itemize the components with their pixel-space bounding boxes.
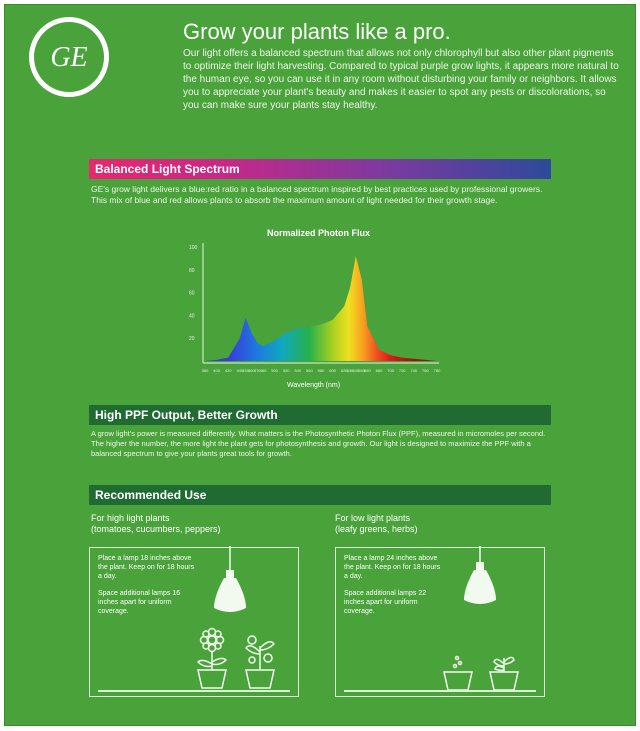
x-tick-label: 640 [352,368,359,373]
x-tick-label: 700 [387,368,394,373]
floor-line [98,690,290,692]
x-tick-label: 760 [422,368,429,373]
high-light-instructions: Place a lamp 18 inches above the plant. … [98,554,198,624]
x-tick-label: 720 [399,368,406,373]
x-tick-label: 520 [283,368,290,373]
low-light-instructions: Place a lamp 24 inches above the plant. … [344,554,444,624]
x-tick-label: 450 [242,368,249,373]
low-light-heading: For low light plants (leafy greens, herb… [335,513,418,535]
x-tick-label: 630 [347,368,354,373]
floor-line [344,690,536,692]
herb-pot-icon [489,656,519,691]
x-tick-label: 620 [341,368,348,373]
x-axis-label: Wavelength (nm) [287,382,341,389]
high-light-title: For high light plants [91,513,170,523]
ppf-text: A grow light's power is measured differe… [91,429,546,458]
x-tick-label: 600 [329,368,336,373]
x-tick-label: 740 [410,368,417,373]
high-light-heading: For high light plants (tomatoes, cucumbe… [91,513,221,535]
x-tick-label: 580 [318,368,325,373]
tomato-plant-icon [245,635,275,689]
chart-title: Normalized Photon Flux [267,228,371,238]
x-tick-label: 680 [376,368,383,373]
spectrum-area [205,256,437,361]
y-tick-label: 40 [189,313,195,319]
x-tick-label: 650 [358,368,365,373]
ge-logo: GE [29,17,109,97]
lamp-icon [214,546,246,612]
x-tick-label: 660 [364,368,371,373]
y-tick-label: 80 [189,268,195,274]
ppf-heading: High PPF Output, Better Growth [89,405,551,425]
spectrum-text: GE's grow light delivers a blue:red rati… [91,184,543,205]
recommended-heading: Recommended Use [89,485,551,505]
x-ticks: 380 400 420 440 450 460 470 480 500 520 540 560 580 6… [202,368,441,373]
high-light-subtitle: (tomatoes, cucumbers, peppers) [91,524,221,534]
low-light-box: Place a lamp 24 inches above the plant. … [335,546,545,697]
low-light-step1: Place a lamp 24 inches above the plant. … [344,555,441,580]
x-tick-label: 380 [202,368,209,373]
photon-flux-chart: 100 80 60 40 20 380 400 420 440 450 460 470 480 500 5… [189,243,441,373]
y-tick-label: 20 [189,336,195,342]
low-light-subtitle: (leafy greens, herbs) [335,524,418,534]
x-tick-label: 540 [294,368,301,373]
y-ticks: 100 80 60 40 20 [189,245,198,342]
product-panel: GE Grow your plants like a pro. Our ligh… [4,4,636,726]
x-tick-label: 460 [248,368,255,373]
spectrum-heading: Balanced Light Spectrum [89,159,551,179]
low-light-title: For low light plants [335,513,411,523]
x-tick-label: 470 [254,368,261,373]
intro-text: Our light offers a balanced spectrum tha… [183,48,619,111]
lamp-icon [464,546,496,604]
logo-text: GE [50,42,88,73]
flower-plant-icon [196,627,228,689]
high-light-step1: Place a lamp 18 inches above the plant. … [98,555,195,580]
x-tick-label: 560 [306,368,313,373]
high-light-step2: Space additional lamps 16 inches apart f… [98,590,181,615]
x-tick-label: 780 [434,368,441,373]
y-tick-label: 100 [189,245,198,251]
x-tick-label: 400 [213,368,220,373]
y-tick-label: 60 [189,291,195,297]
high-light-box: Place a lamp 18 inches above the plant. … [89,546,299,697]
x-tick-label: 500 [271,368,278,373]
headline: Grow your plants like a pro. [183,19,451,44]
x-tick-label: 480 [260,368,267,373]
seedling-pot-icon [443,655,473,691]
low-light-step2: Space additional lamps 22 inches apart f… [344,590,427,615]
x-tick-label: 420 [225,368,232,373]
x-tick-label: 440 [236,368,243,373]
